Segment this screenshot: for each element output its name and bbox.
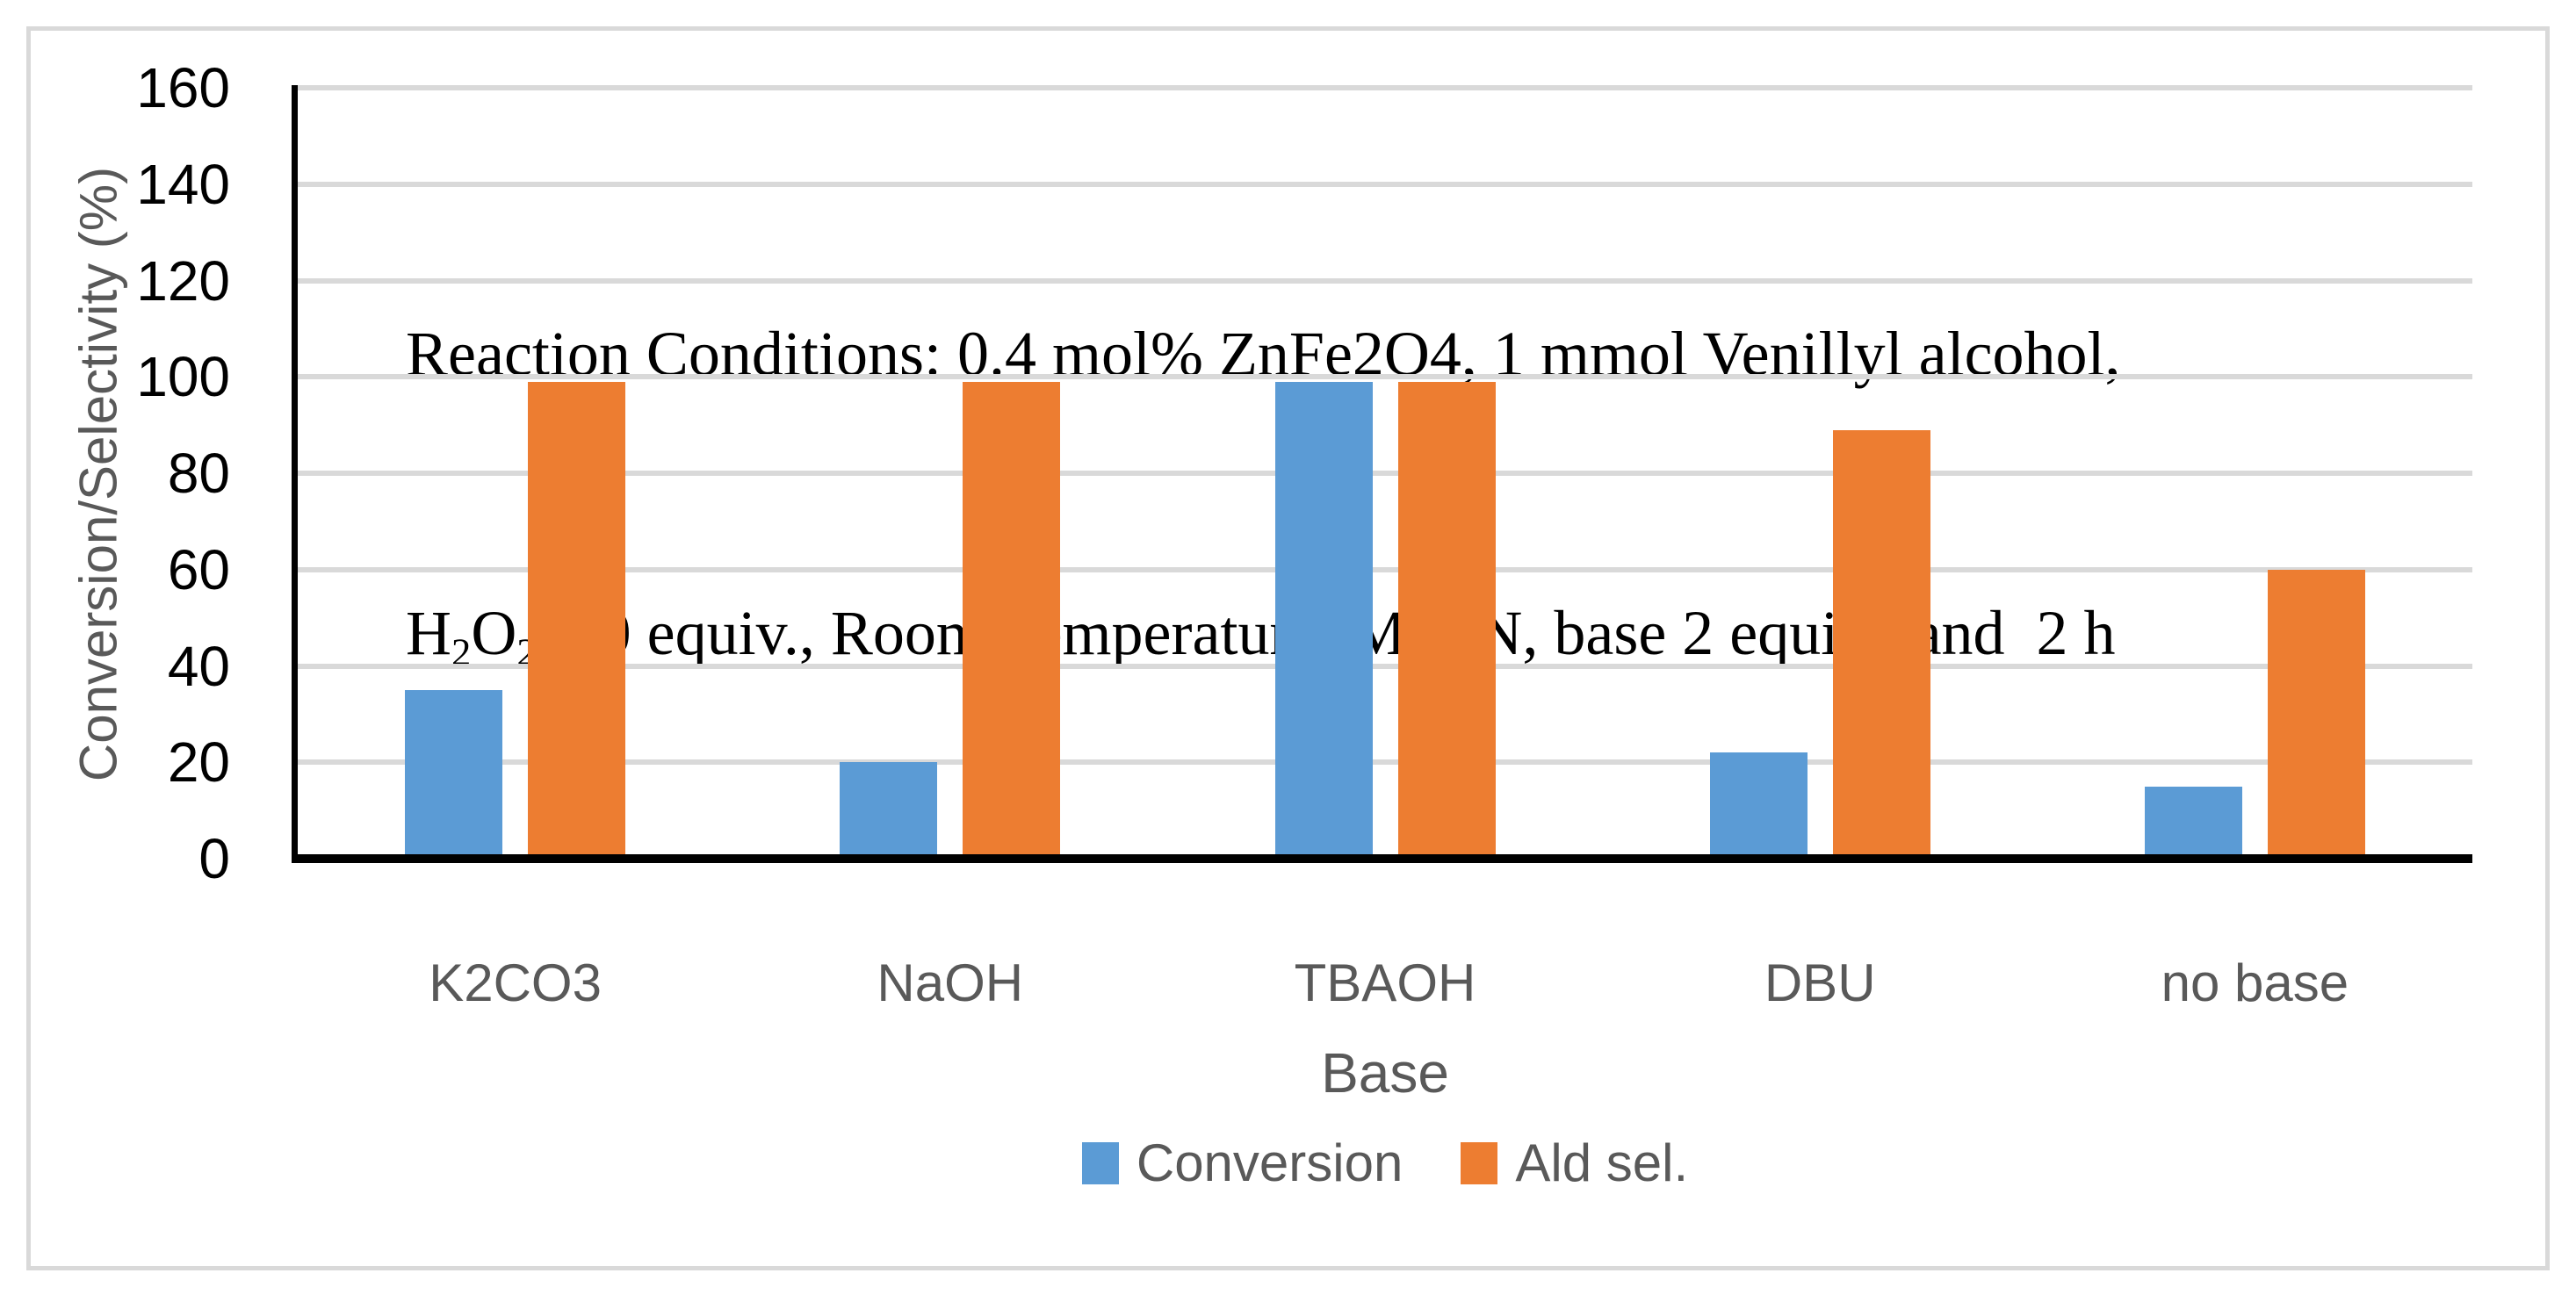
gridline-y80 <box>298 471 2472 476</box>
legend-label-conversion: Conversion <box>1136 1133 1403 1192</box>
category-label-k2co3: K2CO3 <box>429 953 602 1012</box>
bar-conversion-no-base <box>2144 786 2242 859</box>
legend: Conversion Ald sel. <box>298 1133 2472 1193</box>
gridline-y120 <box>298 277 2472 284</box>
bar-ald-sel-dbu <box>1832 429 1930 859</box>
y-tick-label-100: 100 <box>136 345 230 409</box>
gridline-y160 <box>298 85 2472 90</box>
x-axis-title: Base <box>1321 1041 1449 1104</box>
gridline-y20 <box>298 759 2472 766</box>
legend-swatch-ald-sel <box>1461 1141 1498 1184</box>
bar-ald-sel-k2co3 <box>528 381 626 859</box>
category-label-dbu: DBU <box>1764 953 1876 1012</box>
gridline-y100 <box>298 374 2472 380</box>
y-axis-line <box>292 85 298 863</box>
annotation-text: O <box>471 598 517 668</box>
legend-item-ald-sel: Ald sel. <box>1461 1133 1688 1193</box>
gridline-y60 <box>298 566 2472 572</box>
annotation-text: H <box>406 598 451 668</box>
legend-label-ald-sel: Ald sel. <box>1515 1133 1689 1192</box>
chart-outer-border <box>26 26 2550 1270</box>
y-tick-label-160: 160 <box>136 56 230 119</box>
category-label-no-base: no base <box>2161 953 2349 1012</box>
legend-item-conversion: Conversion <box>1081 1133 1403 1193</box>
y-tick-label-20: 20 <box>167 730 230 795</box>
legend-swatch-conversion <box>1081 1141 1119 1184</box>
bar-conversion-naoh <box>840 762 938 859</box>
category-label-tbaoh: TBAOH <box>1294 953 1476 1012</box>
bar-ald-sel-no-base <box>2267 569 2365 859</box>
bar-ald-sel-naoh <box>963 381 1061 859</box>
category-label-naoh: NaOH <box>877 953 1024 1012</box>
y-tick-label-40: 40 <box>167 634 230 698</box>
bar-ald-sel-tbaoh <box>1397 381 1496 859</box>
y-tick-label-140: 140 <box>136 152 230 216</box>
bar-conversion-tbaoh <box>1274 381 1373 859</box>
y-tick-label-80: 80 <box>167 442 230 505</box>
bar-conversion-k2co3 <box>405 689 503 859</box>
gridline-y40 <box>298 663 2472 669</box>
annotation-subscript: 2 <box>451 630 472 674</box>
y-tick-label-0: 0 <box>198 827 230 890</box>
bar-conversion-dbu <box>1709 752 1808 859</box>
x-axis-line <box>292 854 2472 863</box>
y-tick-label-60: 60 <box>167 537 230 601</box>
gridline-y140 <box>298 181 2472 187</box>
y-tick-label-120: 120 <box>136 248 230 313</box>
plot-area <box>292 85 2472 863</box>
